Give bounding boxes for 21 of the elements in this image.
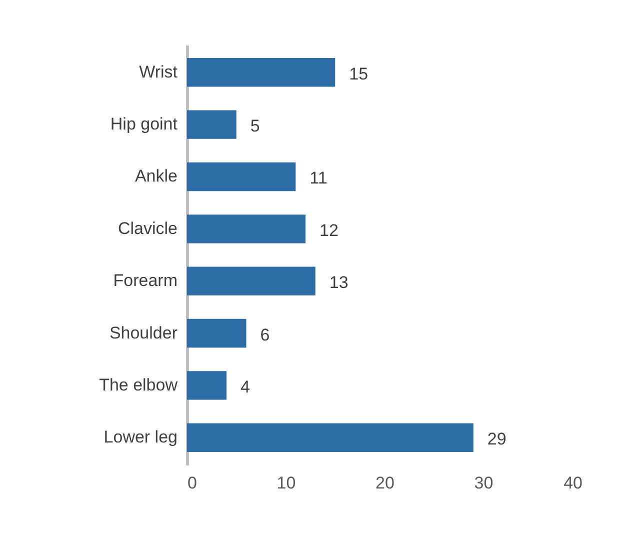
- y-tick-label: Wrist: [139, 62, 178, 82]
- data-label: 6: [260, 325, 270, 344]
- y-tick-label: Clavicle: [118, 218, 178, 238]
- y-tick-label: Ankle: [134, 166, 178, 186]
- y-tick-label: The elbow: [99, 375, 178, 394]
- data-label: 12: [320, 220, 338, 240]
- data-label: 5: [250, 116, 260, 136]
- data-label: 11: [310, 168, 328, 188]
- data-label: 13: [329, 273, 348, 292]
- x-tick-label: 40: [564, 474, 582, 492]
- x-tick-label: 30: [474, 474, 494, 492]
- x-tick-label: 10: [276, 474, 296, 492]
- x-tick-label: 0: [188, 474, 197, 492]
- y-tick-label: Shoulder: [109, 323, 178, 342]
- data-label: 29: [487, 430, 506, 449]
- x-tick-label: 20: [376, 474, 394, 492]
- y-tick-label: Hip goint: [110, 114, 178, 134]
- data-label: 4: [240, 377, 250, 396]
- data-label: 15: [349, 64, 368, 84]
- y-tick-label: Forearm: [113, 271, 178, 290]
- y-tick-label: Lower leg: [104, 428, 178, 447]
